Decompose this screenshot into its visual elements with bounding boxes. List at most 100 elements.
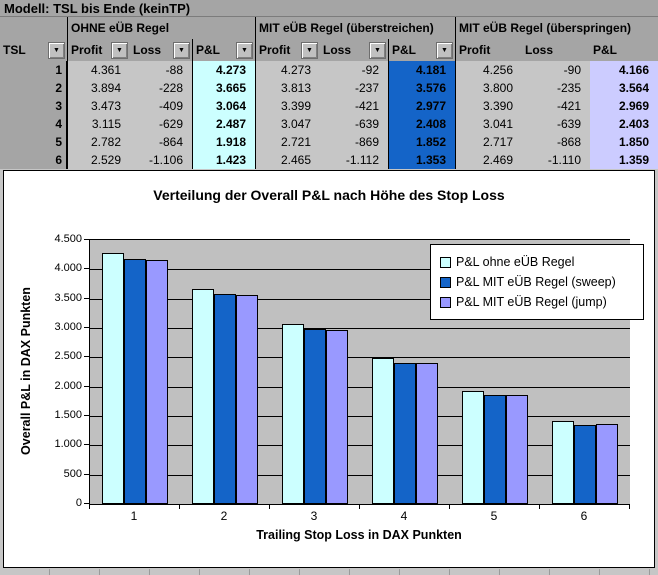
bar-5-s2 bbox=[484, 395, 506, 504]
table-cell[interactable]: 3.047 bbox=[255, 115, 320, 133]
table-cell[interactable]: 2.465 bbox=[255, 151, 320, 169]
table-cell[interactable]: -1.106 bbox=[130, 151, 192, 169]
table-cell[interactable]: -868 bbox=[522, 133, 590, 151]
table-cell[interactable]: -409 bbox=[130, 97, 192, 115]
col-header-pl-g3[interactable]: P&L bbox=[590, 39, 658, 61]
table-cell[interactable]: -639 bbox=[320, 115, 388, 133]
group-header-3[interactable]: MIT eÜB Regel (überspringen) bbox=[455, 17, 658, 39]
tsl-row-header[interactable]: 4 bbox=[0, 115, 67, 133]
tsl-row-header[interactable]: 3 bbox=[0, 97, 67, 115]
table-cell[interactable]: 2.403 bbox=[590, 115, 658, 133]
table-cell[interactable]: -235 bbox=[522, 79, 590, 97]
table-cell[interactable]: 1.359 bbox=[590, 151, 658, 169]
table-cell[interactable]: 2.469 bbox=[455, 151, 522, 169]
table-cell[interactable]: -421 bbox=[320, 97, 388, 115]
legend-item-3[interactable]: P&L MIT eÜB Regel (jump) bbox=[440, 292, 637, 312]
table-cell[interactable]: -228 bbox=[130, 79, 192, 97]
table-cell[interactable]: -421 bbox=[522, 97, 590, 115]
table-cell[interactable]: 1.423 bbox=[192, 151, 255, 169]
table-cell[interactable]: 2.529 bbox=[67, 151, 130, 169]
filter-dropdown-button[interactable]: ▼ bbox=[48, 41, 65, 59]
table-cell[interactable]: 4.273 bbox=[255, 61, 320, 79]
table-cell[interactable]: -629 bbox=[130, 115, 192, 133]
col-header-loss-g2[interactable]: Loss ▼ bbox=[320, 39, 388, 61]
legend-swatch-icon bbox=[440, 256, 451, 268]
table-cell[interactable]: 1.353 bbox=[388, 151, 455, 169]
table-cell[interactable]: 3.813 bbox=[255, 79, 320, 97]
table-cell[interactable]: -1.112 bbox=[320, 151, 388, 169]
pnl-chart[interactable]: Verteilung der Overall P&L nach Höhe des… bbox=[3, 170, 655, 568]
table-cell[interactable]: -1.110 bbox=[522, 151, 590, 169]
table-cell[interactable]: -237 bbox=[320, 79, 388, 97]
table-cell[interactable]: -88 bbox=[130, 61, 192, 79]
bar-2-s2 bbox=[214, 294, 236, 504]
table-cell[interactable]: 2.408 bbox=[388, 115, 455, 133]
bar-3-s1 bbox=[282, 324, 304, 504]
col-header-pl-g1[interactable]: P&L ▼ bbox=[192, 39, 255, 61]
gridline bbox=[90, 269, 630, 271]
tsl-row-header[interactable]: 1 bbox=[0, 61, 67, 79]
model-title[interactable]: Modell: TSL bis Ende (keinTP) bbox=[0, 0, 658, 17]
col-header-pl-g2[interactable]: P&L ▼ bbox=[388, 39, 455, 61]
table-cell[interactable]: 4.361 bbox=[67, 61, 130, 79]
y-tick-mark bbox=[84, 473, 89, 475]
table-cell[interactable]: 2.782 bbox=[67, 133, 130, 151]
filter-dropdown-button[interactable]: ▼ bbox=[301, 41, 318, 59]
col-header-loss-g3[interactable]: Loss bbox=[522, 39, 590, 61]
legend-swatch-icon bbox=[440, 296, 451, 308]
table-cell[interactable]: 3.473 bbox=[67, 97, 130, 115]
table-cell[interactable]: -864 bbox=[130, 133, 192, 151]
table-cell[interactable]: 1.918 bbox=[192, 133, 255, 151]
table-cell[interactable]: 3.064 bbox=[192, 97, 255, 115]
table-cell[interactable]: -869 bbox=[320, 133, 388, 151]
group-header-1[interactable]: OHNE eÜB Regel bbox=[67, 17, 255, 39]
col-header-profit-g3[interactable]: Profit bbox=[455, 39, 522, 61]
table-cell[interactable]: -92 bbox=[320, 61, 388, 79]
bar-5-s3 bbox=[506, 395, 528, 504]
table-cell[interactable]: 3.894 bbox=[67, 79, 130, 97]
table-cell[interactable]: 4.181 bbox=[388, 61, 455, 79]
table-cell[interactable]: 4.273 bbox=[192, 61, 255, 79]
table-cell[interactable]: 3.564 bbox=[590, 79, 658, 97]
tsl-column-header[interactable]: TSL ▼ bbox=[0, 39, 67, 61]
table-cell[interactable]: -639 bbox=[522, 115, 590, 133]
col-header-loss-g1[interactable]: Loss ▼ bbox=[130, 39, 192, 61]
table-cell[interactable]: 3.115 bbox=[67, 115, 130, 133]
chart-title: Verteilung der Overall P&L nach Höhe des… bbox=[153, 187, 505, 203]
table-cell[interactable]: 3.399 bbox=[255, 97, 320, 115]
group-header-2[interactable]: MIT eÜB Regel (überstreichen) bbox=[255, 17, 455, 39]
table-cell[interactable]: 1.852 bbox=[388, 133, 455, 151]
table-cell[interactable]: 4.256 bbox=[455, 61, 522, 79]
tsl-row-header[interactable]: 6 bbox=[0, 151, 67, 169]
x-tick-mark bbox=[269, 504, 270, 509]
table-cell[interactable]: 3.665 bbox=[192, 79, 255, 97]
table-cell[interactable]: 2.717 bbox=[455, 133, 522, 151]
gridline bbox=[90, 445, 630, 447]
y-tick-label: 4.000 bbox=[54, 262, 82, 275]
table-cell[interactable]: 3.576 bbox=[388, 79, 455, 97]
filter-dropdown-button[interactable]: ▼ bbox=[111, 41, 128, 59]
y-tick-label: 500 bbox=[63, 467, 82, 480]
table-cell[interactable]: 2.721 bbox=[255, 133, 320, 151]
filter-dropdown-button[interactable]: ▼ bbox=[236, 41, 253, 59]
table-cell[interactable]: 2.487 bbox=[192, 115, 255, 133]
filter-dropdown-button[interactable]: ▼ bbox=[369, 41, 386, 59]
table-cell[interactable]: 3.390 bbox=[455, 97, 522, 115]
table-cell[interactable]: -90 bbox=[522, 61, 590, 79]
tsl-row-header[interactable]: 2 bbox=[0, 79, 67, 97]
filter-dropdown-button[interactable]: ▼ bbox=[436, 41, 453, 59]
table-cell[interactable]: 1.850 bbox=[590, 133, 658, 151]
tsl-row-header[interactable]: 5 bbox=[0, 133, 67, 151]
legend-item-1[interactable]: P&L ohne eÜB Regel bbox=[440, 252, 637, 272]
col-header-profit-g1[interactable]: Profit ▼ bbox=[67, 39, 130, 61]
table-cell[interactable]: 2.969 bbox=[590, 97, 658, 115]
legend-item-2[interactable]: P&L MIT eÜB Regel (sweep) bbox=[440, 272, 637, 292]
table-cell[interactable]: 4.166 bbox=[590, 61, 658, 79]
table-cell[interactable]: 2.977 bbox=[388, 97, 455, 115]
col-header-profit-g2[interactable]: Profit ▼ bbox=[255, 39, 320, 61]
table-cell[interactable]: 3.041 bbox=[455, 115, 522, 133]
filter-dropdown-button[interactable]: ▼ bbox=[173, 41, 190, 59]
y-tick-mark bbox=[84, 503, 89, 504]
bar-2-s3 bbox=[236, 295, 258, 504]
table-cell[interactable]: 3.800 bbox=[455, 79, 522, 97]
